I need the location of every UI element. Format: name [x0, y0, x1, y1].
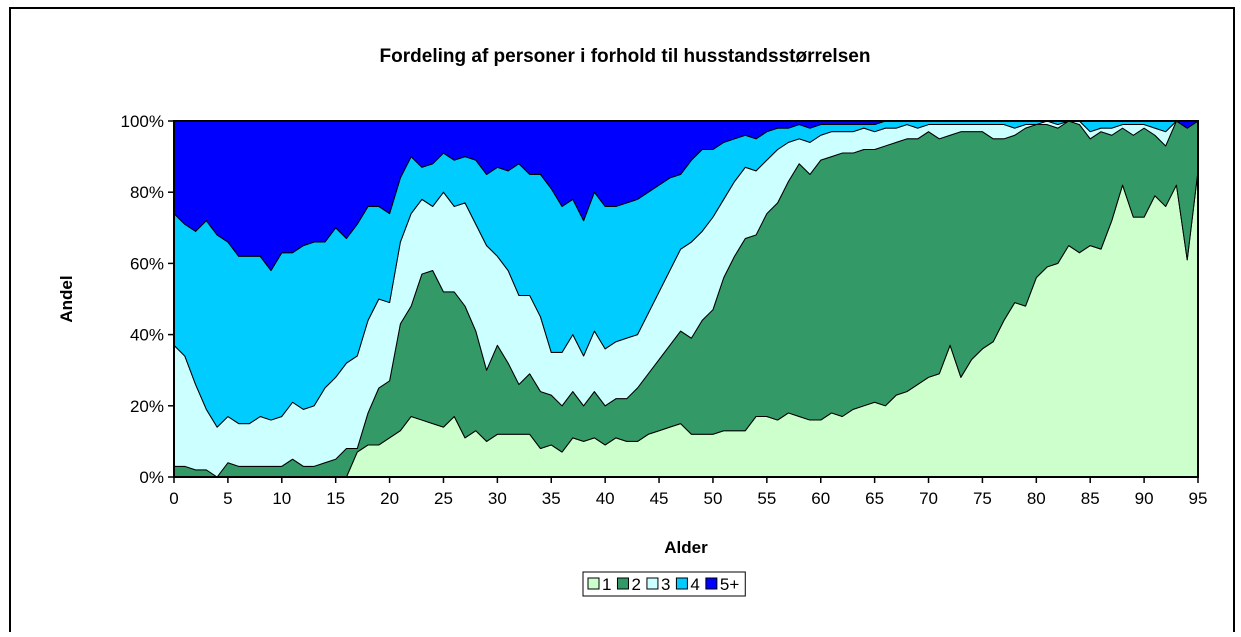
legend-label: 2: [631, 575, 640, 594]
x-tick-label: 90: [1135, 489, 1154, 508]
x-tick-label: 5: [223, 489, 232, 508]
x-tick-label: 25: [434, 489, 453, 508]
y-tick-label: 60%: [130, 254, 164, 273]
x-tick-label: 20: [380, 489, 399, 508]
chart-title: Fordeling af personer i forhold til huss…: [380, 46, 871, 67]
legend-label: 1: [602, 575, 611, 594]
y-tick-label: 40%: [130, 326, 164, 345]
x-tick-label: 35: [542, 489, 561, 508]
x-tick-label: 95: [1189, 489, 1208, 508]
legend-box: [582, 571, 746, 597]
x-tick-label: 60: [811, 489, 830, 508]
y-tick-label: 20%: [130, 397, 164, 416]
legend-swatch: [646, 577, 659, 590]
legend-label: 4: [690, 575, 699, 594]
x-tick-label: 45: [650, 489, 669, 508]
legend-swatch: [675, 577, 688, 590]
x-tick-label: 30: [488, 489, 507, 508]
x-tick-label: 80: [1027, 489, 1046, 508]
legend-label: 3: [661, 575, 670, 594]
legend-swatch: [705, 577, 718, 590]
x-tick-label: 40: [596, 489, 615, 508]
x-tick-label: 65: [865, 489, 884, 508]
x-tick-label: 50: [703, 489, 722, 508]
y-tick-label: 80%: [130, 183, 164, 202]
legend-label: 5+: [720, 575, 739, 594]
legend: 1 2 3 4 5+: [582, 571, 746, 597]
x-tick-label: 15: [326, 489, 345, 508]
y-tick-label: 0%: [139, 468, 164, 487]
x-tick-label: 10: [272, 489, 291, 508]
x-tick-label: 55: [757, 489, 776, 508]
x-tick-label: 0: [169, 489, 178, 508]
x-tick-label: 70: [919, 489, 938, 508]
x-tick-label: 85: [1081, 489, 1100, 508]
y-tick-label: 100%: [121, 112, 164, 131]
x-axis-title: Alder: [664, 538, 708, 557]
y-axis-title: Andel: [57, 275, 76, 322]
x-tick-label: 75: [973, 489, 992, 508]
legend-swatch: [587, 577, 600, 590]
plot-border: [173, 120, 1199, 478]
legend-swatch: [616, 577, 629, 590]
